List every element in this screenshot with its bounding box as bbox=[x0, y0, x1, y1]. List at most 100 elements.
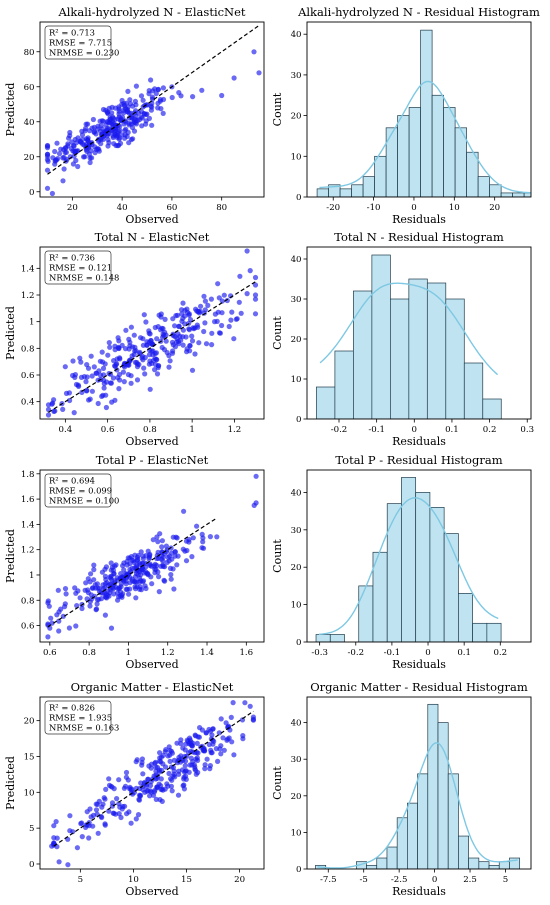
data-point bbox=[60, 178, 66, 184]
chart-p2h: -0.2 -0.1 0 0.1 0.2 0.3 0 10 20 30 40 Total N - Res… bbox=[271, 230, 534, 448]
data-point bbox=[166, 353, 172, 359]
data-point bbox=[87, 128, 93, 134]
data-point bbox=[111, 141, 117, 147]
histogram-bar bbox=[477, 176, 490, 197]
data-point bbox=[44, 151, 51, 157]
data-point bbox=[170, 348, 176, 354]
stats-box-frame bbox=[44, 700, 112, 735]
data-point bbox=[153, 90, 159, 97]
data-point bbox=[152, 561, 158, 567]
data-point bbox=[87, 159, 93, 166]
data-point bbox=[180, 327, 186, 333]
y-tick-label: 30 bbox=[291, 755, 302, 765]
data-point bbox=[133, 571, 140, 577]
y-tick-label: 0 bbox=[296, 415, 301, 425]
data-point bbox=[194, 740, 200, 747]
data-point bbox=[91, 129, 97, 135]
data-point bbox=[179, 318, 185, 324]
data-point bbox=[62, 604, 68, 610]
histogram-bar bbox=[408, 107, 421, 197]
data-point bbox=[201, 328, 207, 335]
data-point bbox=[214, 318, 220, 324]
data-point bbox=[145, 548, 151, 554]
histogram-bar bbox=[415, 492, 431, 642]
data-point bbox=[75, 588, 81, 594]
data-point bbox=[237, 273, 243, 279]
y-tick-label: 20 bbox=[24, 153, 35, 163]
data-point bbox=[139, 123, 145, 129]
x-tick-label: 20 bbox=[234, 875, 245, 885]
data-point bbox=[72, 372, 78, 378]
x-tick-label: -2.5 bbox=[391, 875, 408, 885]
data-point bbox=[154, 336, 160, 342]
x-tick-label: 0.2 bbox=[483, 425, 497, 435]
data-point bbox=[121, 379, 127, 385]
data-point bbox=[207, 763, 213, 769]
data-point bbox=[109, 784, 115, 790]
data-point bbox=[192, 351, 198, 357]
histogram-bar bbox=[468, 857, 480, 869]
data-point bbox=[187, 348, 193, 354]
x-axis-label: Observed bbox=[125, 435, 178, 448]
data-point bbox=[153, 350, 159, 356]
data-point bbox=[133, 348, 139, 354]
data-point bbox=[114, 796, 120, 802]
data-point bbox=[133, 816, 139, 822]
data-point bbox=[202, 298, 208, 304]
data-point bbox=[94, 801, 101, 808]
data-point bbox=[140, 579, 146, 585]
data-point bbox=[45, 402, 52, 408]
data-point bbox=[102, 822, 108, 828]
data-point bbox=[72, 136, 78, 143]
data-point bbox=[92, 150, 98, 156]
data-point bbox=[79, 820, 85, 826]
data-point bbox=[108, 625, 115, 631]
data-point bbox=[200, 539, 206, 545]
data-point bbox=[94, 601, 100, 607]
chart-title: Total N - Residual Histogram bbox=[334, 230, 504, 244]
histogram-bar bbox=[417, 773, 429, 869]
y-tick-label: 1.4 bbox=[21, 264, 35, 274]
data-point bbox=[116, 386, 122, 392]
data-point bbox=[65, 143, 71, 149]
data-point bbox=[52, 161, 58, 167]
data-point bbox=[102, 573, 108, 580]
data-point bbox=[104, 110, 110, 116]
data-point bbox=[140, 771, 146, 777]
stat-line: R² = 0.736 bbox=[49, 253, 95, 263]
data-point bbox=[110, 134, 116, 141]
data-point bbox=[218, 743, 224, 749]
data-point bbox=[61, 154, 67, 160]
histogram-bar bbox=[443, 533, 459, 642]
histogram-bar bbox=[353, 290, 373, 419]
x-tick-label: 15 bbox=[181, 875, 192, 885]
x-tick-label: 1.6 bbox=[239, 648, 253, 658]
data-point bbox=[53, 819, 59, 825]
data-point bbox=[159, 538, 165, 544]
data-point bbox=[169, 94, 175, 101]
y-tick-label: 20 bbox=[291, 792, 302, 802]
x-tick-label: 1.4 bbox=[200, 648, 214, 658]
histogram-bar bbox=[408, 278, 428, 419]
x-tick-label: 0.4 bbox=[59, 425, 73, 435]
histogram-bar bbox=[463, 362, 484, 419]
plot-area bbox=[315, 477, 502, 642]
data-point bbox=[110, 586, 116, 592]
x-tick-label: 20 bbox=[489, 203, 500, 213]
data-point bbox=[48, 615, 54, 621]
data-point bbox=[214, 534, 220, 540]
data-point bbox=[150, 537, 156, 543]
histogram-bar bbox=[374, 155, 387, 197]
x-tick-label: 0 bbox=[432, 875, 437, 885]
data-point bbox=[158, 776, 164, 782]
data-point bbox=[125, 372, 131, 378]
y-tick-label: 1.4 bbox=[21, 520, 35, 530]
data-point bbox=[195, 734, 201, 740]
plot-area bbox=[45, 248, 259, 418]
data-point bbox=[87, 806, 93, 812]
data-point bbox=[123, 774, 129, 780]
data-point bbox=[128, 380, 134, 386]
data-point bbox=[166, 770, 172, 777]
data-point bbox=[221, 747, 227, 753]
